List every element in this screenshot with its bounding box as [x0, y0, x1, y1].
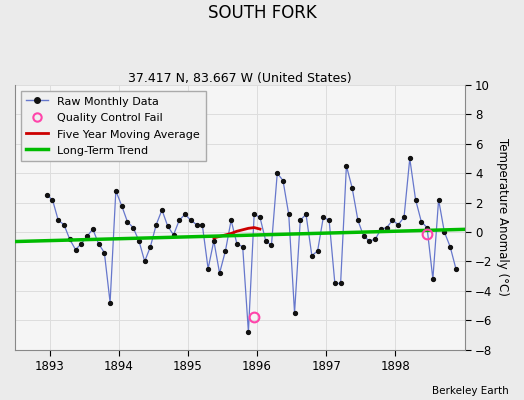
- Y-axis label: Temperature Anomaly (°C): Temperature Anomaly (°C): [496, 138, 509, 296]
- Title: 37.417 N, 83.667 W (United States): 37.417 N, 83.667 W (United States): [128, 72, 352, 85]
- Text: Berkeley Earth: Berkeley Earth: [432, 386, 508, 396]
- Text: SOUTH FORK: SOUTH FORK: [208, 4, 316, 22]
- Legend: Raw Monthly Data, Quality Control Fail, Five Year Moving Average, Long-Term Tren: Raw Monthly Data, Quality Control Fail, …: [20, 90, 205, 162]
